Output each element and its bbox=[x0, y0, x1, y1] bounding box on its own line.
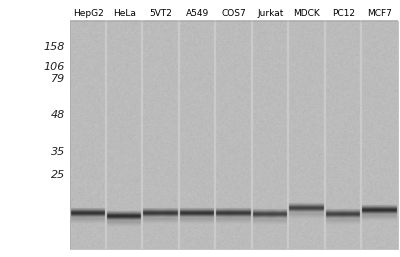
Text: HeLa: HeLa bbox=[113, 9, 136, 18]
Text: 106: 106 bbox=[44, 62, 65, 72]
Text: 158: 158 bbox=[44, 42, 65, 52]
Text: 79: 79 bbox=[51, 74, 65, 84]
Text: 5VT2: 5VT2 bbox=[150, 9, 172, 18]
Text: HepG2: HepG2 bbox=[73, 9, 104, 18]
Text: 35: 35 bbox=[51, 147, 65, 157]
Text: MCF7: MCF7 bbox=[367, 9, 392, 18]
Text: A549: A549 bbox=[186, 9, 209, 18]
Bar bbox=[70, 21, 398, 249]
Text: MDCK: MDCK bbox=[294, 9, 320, 18]
Text: Jurkat: Jurkat bbox=[257, 9, 284, 18]
Text: 48: 48 bbox=[51, 111, 65, 121]
Text: PC12: PC12 bbox=[332, 9, 355, 18]
Text: 25: 25 bbox=[51, 170, 65, 180]
Text: COS7: COS7 bbox=[222, 9, 246, 18]
